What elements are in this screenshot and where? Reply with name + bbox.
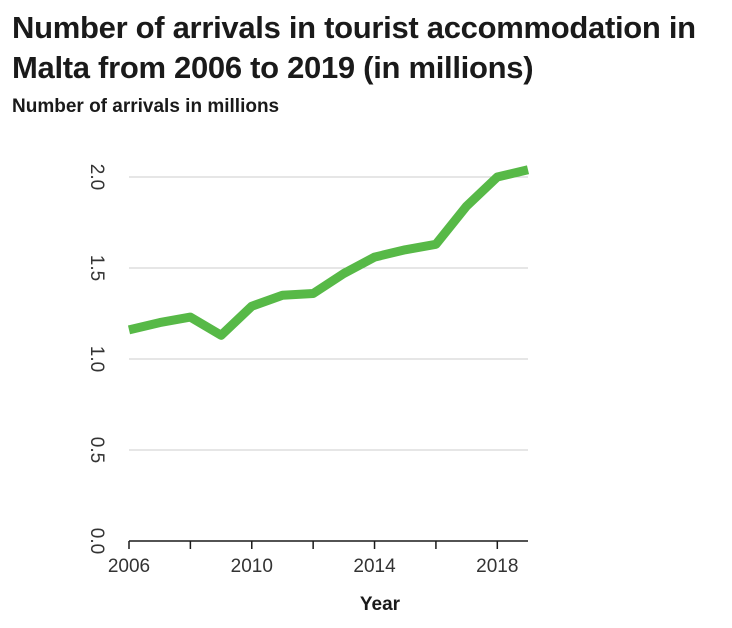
x-axis-label: Year bbox=[359, 594, 401, 615]
x-axis: 2006 2010 2014 2018 bbox=[108, 540, 528, 577]
y-tick-label: 2.0 bbox=[86, 164, 107, 190]
series-line bbox=[127, 165, 530, 340]
gridlines bbox=[129, 176, 528, 451]
y-tick-label: 0.5 bbox=[86, 437, 107, 463]
arrivals-line bbox=[127, 165, 530, 340]
y-axis-label: Number of arrivals in millions bbox=[12, 96, 280, 117]
x-tick-label: 2014 bbox=[353, 556, 396, 577]
y-tick-label: 1.5 bbox=[86, 255, 107, 281]
y-tick-label: 0.0 bbox=[86, 528, 107, 554]
y-tick-label: 1.0 bbox=[86, 346, 107, 372]
y-tick-labels: 0.0 0.5 1.0 1.5 2.0 bbox=[86, 164, 107, 554]
chart-title: Number of arrivals in tourist accommodat… bbox=[12, 10, 696, 85]
x-tick-label: 2018 bbox=[476, 556, 518, 577]
x-tick-label: 2010 bbox=[231, 556, 273, 577]
x-tick-label: 2006 bbox=[108, 556, 150, 577]
